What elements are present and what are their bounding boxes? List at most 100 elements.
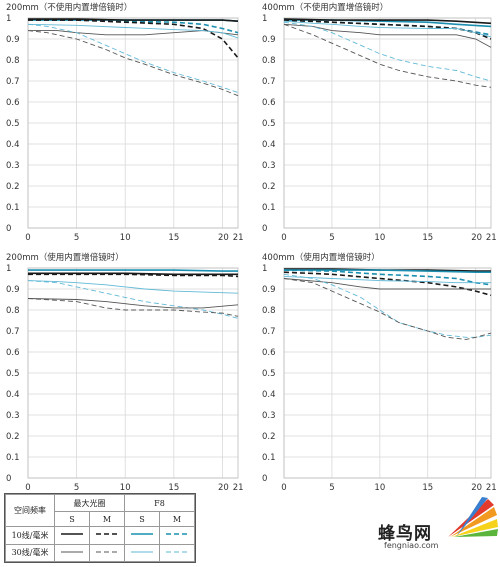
y-tick-label: 0.8 (6, 56, 20, 66)
legend-row-10: 10线/毫米 (4, 526, 56, 545)
swatch-line (165, 551, 188, 553)
series-line-max-30-S (283, 278, 491, 290)
series-line-max-10-S (28, 272, 238, 276)
chart-title: 200mm（使用内置增倍镜时） (6, 252, 124, 263)
y-tick-label: 1 (6, 14, 11, 24)
y-tick-label: 0.8 (262, 306, 276, 316)
x-tick-label: 15 (422, 233, 433, 243)
legend-row-header: 空间频率 (4, 493, 56, 528)
legend-row-30: 30线/毫米 (4, 543, 56, 562)
logo-url: fengniao.com (384, 541, 439, 550)
legend-swatch-f8-10-s (124, 526, 160, 545)
legend-swatch-max-10-m (89, 526, 125, 545)
series-line-f8-30-S (27, 23, 239, 39)
y-tick-label: 0.6 (262, 98, 276, 108)
y-tick-label: 0.3 (262, 411, 276, 421)
series-line-max-30-M (283, 23, 492, 88)
chart-title: 400mm（不使用内置增倍镜时） (262, 2, 388, 13)
y-tick-label: 0.3 (6, 161, 20, 171)
series-line-max-30-M (27, 30, 239, 97)
y-tick-label: 0.7 (6, 77, 20, 87)
y-tick-label: 0.9 (262, 285, 276, 295)
logo-text: 蜂鸟网 (378, 524, 432, 544)
legend-swatch-max-10-s (54, 526, 91, 545)
x-tick-label: 10 (374, 233, 385, 243)
plot-frame (27, 17, 239, 229)
plot-frame (27, 267, 239, 479)
series-line-max-10-S (283, 18, 492, 25)
y-tick-label: 0.4 (6, 140, 20, 150)
x-tick-label: 21 (233, 233, 244, 243)
chart-400mm-with-extender: 400mm（使用内置增倍镜时） 0 0.1 0.2 0.3 0.4 0.5 0.6 0.7 0.8… (262, 252, 497, 493)
y-tick-label: 0.6 (262, 348, 276, 358)
swatch-line (96, 551, 119, 553)
y-tick-label: 0.5 (6, 369, 20, 379)
swatch-line (96, 533, 119, 536)
y-tick-label: 0.6 (6, 98, 20, 108)
swatch-line (61, 533, 84, 536)
x-tick-label: 15 (422, 483, 433, 493)
y-tick-label: 0.5 (262, 369, 276, 379)
y-tick-label: 0.5 (6, 119, 20, 129)
y-tick-label: 0 (6, 474, 11, 484)
legend-m-label: M (89, 511, 125, 528)
y-tick-label: 0.4 (6, 390, 20, 400)
x-tick-label: 5 (74, 483, 79, 493)
series-line-f8-30-S (283, 275, 491, 284)
series-line-max-30-M (27, 298, 239, 317)
x-tick-label: 0 (25, 233, 30, 243)
y-tick-label: 0.2 (262, 432, 276, 442)
series-line-max-10-M (28, 19, 239, 59)
plot-frame (283, 267, 492, 479)
x-tick-label: 10 (120, 483, 131, 493)
series-line-max-30-S (28, 30, 239, 36)
series-line-f8-30-M (283, 21, 492, 82)
x-tick-label: 20 (471, 233, 482, 243)
x-tick-label: 21 (486, 483, 497, 493)
legend-swatch-max-30-s (54, 543, 91, 562)
legend-swatch-f8-10-m (158, 526, 196, 545)
series-line-max-30-M (283, 278, 492, 340)
x-tick-label: 15 (168, 483, 179, 493)
x-tick-label: 10 (374, 483, 385, 493)
y-tick-label: 0.1 (6, 453, 20, 463)
legend-s-label: S (54, 511, 91, 528)
x-tick-label: 5 (74, 233, 79, 243)
y-tick-label: 0.9 (6, 285, 20, 295)
series-line-max-30-S (283, 23, 492, 48)
chart-200mm-no-extender: 200mm（不使用内置增倍镜时） 0 0.1 0.2 0.3 0.4 0.5 0.6 0.7 0.… (6, 2, 244, 243)
swatch-line (130, 533, 153, 536)
series-line-f8-30-M (27, 23, 239, 93)
y-tick-label: 0.7 (262, 77, 276, 87)
x-tick-label: 5 (329, 483, 334, 493)
chart-title: 400mm（使用内置增倍镜时） (262, 252, 380, 263)
x-tick-label: 0 (25, 483, 30, 493)
series-line-max-30-S (27, 298, 239, 309)
y-tick-label: 0.2 (6, 182, 20, 192)
y-tick-label: 0.8 (262, 56, 276, 66)
series-line-f8-30-M (283, 273, 492, 338)
fengniao-logo: 蜂鸟网 fengniao.com (378, 497, 498, 563)
chart-title: 200mm（不使用内置增倍镜时） (6, 2, 132, 13)
y-tick-label: 0.4 (262, 390, 276, 400)
x-tick-label: 0 (281, 483, 286, 493)
y-tick-label: 0 (6, 224, 11, 234)
legend-col-f8: F8 (124, 493, 195, 513)
legend-s-label: S (124, 511, 160, 528)
x-tick-label: 20 (471, 483, 482, 493)
series-line-max-10-M (283, 271, 492, 297)
x-tick-label: 21 (486, 233, 497, 243)
legend-swatch-f8-30-m (158, 543, 196, 562)
x-tick-label: 15 (168, 233, 179, 243)
series-line-f8-30-M (27, 280, 239, 319)
x-tick-label: 10 (120, 233, 131, 243)
swatch-line (130, 551, 153, 553)
series-line-f8-30-S (27, 280, 239, 294)
chart-200mm-with-extender: 200mm（使用内置增倍镜时） 0 0.1 0.2 0.3 0.4 0.5 0.6 0.7 0.8… (6, 252, 244, 493)
plot-frame (283, 17, 492, 229)
y-tick-label: 0.3 (262, 161, 276, 171)
x-tick-label: 0 (281, 233, 286, 243)
y-tick-label: 1 (262, 264, 267, 274)
legend-swatch-max-30-m (89, 543, 125, 562)
y-tick-label: 0 (262, 474, 267, 484)
